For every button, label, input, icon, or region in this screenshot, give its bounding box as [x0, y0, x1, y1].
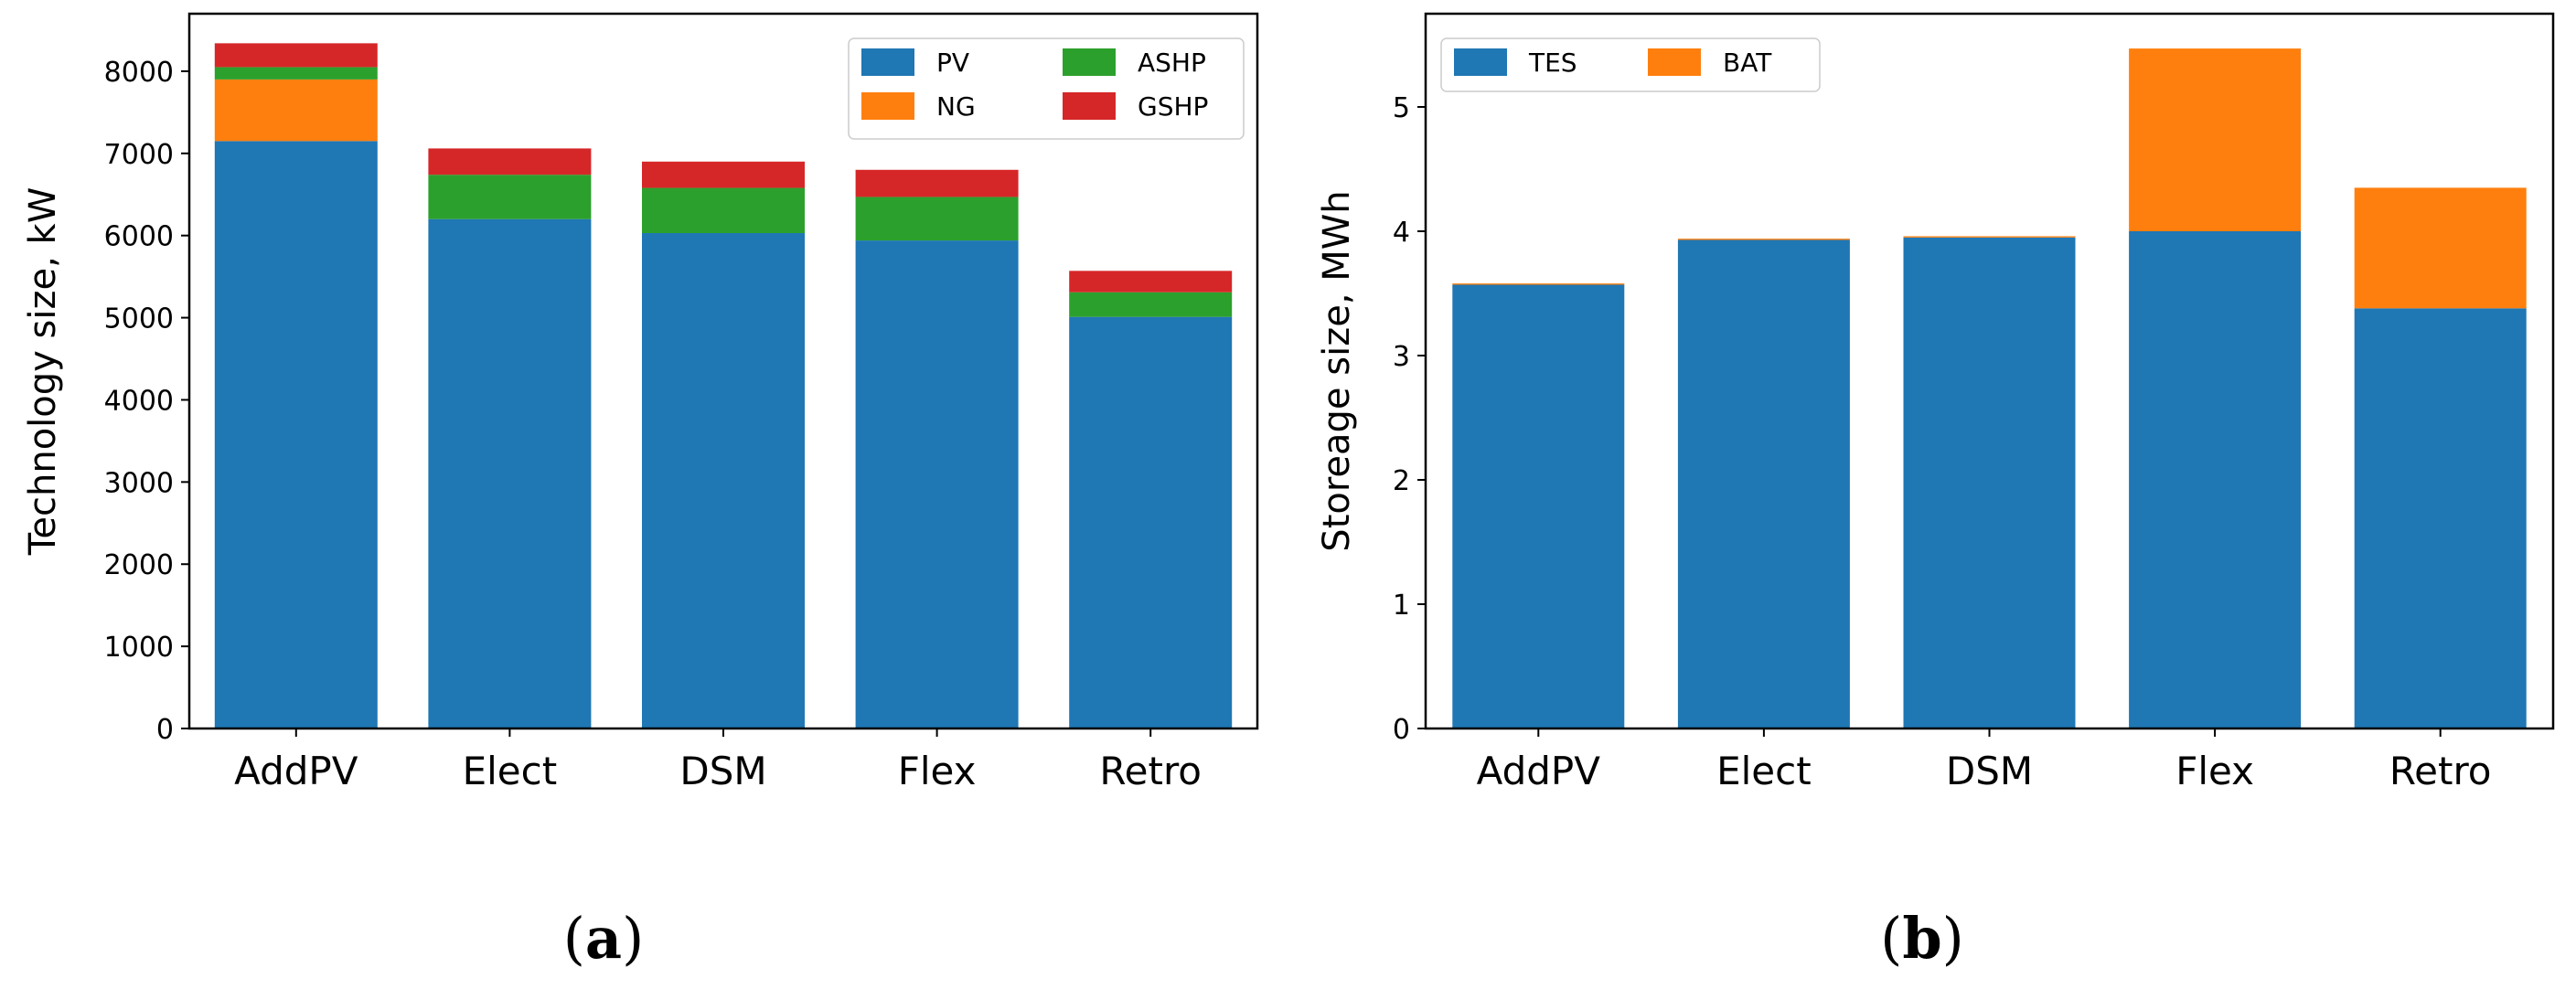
legend-label-ng: NG	[936, 91, 976, 122]
caption: (b)	[1880, 905, 1964, 972]
y-tick-label: 0	[156, 714, 174, 746]
bar-bat-addpv	[1452, 283, 1625, 285]
y-tick-label: 3	[1393, 341, 1410, 373]
x-tick-label: Elect	[1716, 749, 1812, 793]
bar-pv-retro	[1069, 316, 1233, 728]
y-tick-label: 1	[1393, 590, 1410, 622]
bar-ashp-dsm	[642, 187, 805, 233]
bar-pv-flex	[855, 240, 1019, 728]
caption-letter: b	[1902, 905, 1941, 972]
x-tick-label: Flex	[898, 749, 977, 793]
chart-a: 0 1000 2000 3000 4000 5000 6000 7000 8000 AddPV El…	[22, 12, 1259, 972]
bar-bat-dsm	[1903, 236, 2076, 238]
x-tick-label: DSM	[679, 749, 766, 793]
legend-label-pv: PV	[936, 48, 969, 78]
x-tick-label: DSM	[1946, 749, 2033, 793]
bar-bat-retro	[2354, 187, 2527, 309]
legend-swatch-gshp	[1063, 92, 1116, 120]
legend-swatch-ashp	[1063, 48, 1116, 76]
caption-letter: a	[585, 905, 622, 972]
y-tick-label: 1000	[104, 632, 174, 664]
legend-label-ashp: ASHP	[1138, 48, 1206, 78]
x-tick-label: Flex	[2175, 749, 2254, 793]
y-tick-label: 5000	[104, 303, 174, 335]
bar-gshp-addpv	[214, 43, 378, 68]
bar-gshp-dsm	[642, 161, 805, 188]
legend-box	[848, 37, 1245, 140]
y-tick-label: 3000	[104, 467, 174, 499]
bar-tes-addpv	[1452, 284, 1625, 728]
y-tick-label: 7000	[104, 139, 174, 171]
bar-ashp-retro	[1069, 292, 1233, 317]
y-tick-label: 2	[1393, 465, 1410, 497]
bar-tes-retro	[2354, 308, 2527, 728]
y-tick-label: 4	[1393, 217, 1410, 249]
bar-tes-flex	[2129, 231, 2302, 728]
y-tick-label: 6000	[104, 221, 174, 253]
y-tick-label: 4000	[104, 385, 174, 417]
x-tick-label: Elect	[463, 749, 558, 793]
x-tick-label: AddPV	[1477, 749, 1601, 793]
bar-ashp-flex	[855, 197, 1019, 241]
bar-ashp-elect	[428, 175, 592, 219]
bar-ng-addpv	[214, 79, 378, 142]
legend-label-gshp: GSHP	[1138, 91, 1208, 122]
legend-swatch-tes	[1454, 48, 1507, 76]
y-tick-label: 2000	[104, 549, 174, 581]
y-tick-label: 0	[1393, 714, 1410, 746]
legend-label-bat: BAT	[1723, 48, 1772, 78]
y-axis-label: Technology size, kW	[22, 187, 64, 556]
y-axis-label: Storeage size, MWh	[1316, 190, 1358, 551]
y-tick-label: 5	[1393, 92, 1410, 124]
chart-b: 0 1 2 3 4 5 AddPV Elect DSM Flex Retro Storeage siz…	[1316, 12, 2555, 972]
bar-ashp-addpv	[214, 67, 378, 80]
bar-bat-flex	[2129, 48, 2302, 231]
caption-close: )	[622, 905, 644, 972]
bar-gshp-elect	[428, 148, 592, 175]
legend-swatch-pv	[861, 48, 914, 76]
legend-label-tes: TES	[1528, 48, 1577, 78]
caption-close: )	[1942, 905, 1964, 972]
caption-open: (	[563, 905, 585, 972]
bar-tes-elect	[1677, 239, 1850, 728]
bar-pv-elect	[428, 218, 592, 728]
caption: (a)	[563, 905, 645, 972]
legend-swatch-ng	[861, 92, 914, 120]
bar-tes-dsm	[1903, 237, 2076, 728]
legend-swatch-bat	[1648, 48, 1701, 76]
bar-pv-dsm	[642, 232, 805, 728]
x-tick-label: AddPV	[234, 749, 358, 793]
caption-open: (	[1880, 905, 1902, 972]
bar-gshp-flex	[855, 169, 1019, 197]
x-tick-label: Retro	[2389, 749, 2492, 793]
y-tick-label: 8000	[104, 57, 174, 89]
x-tick-label: Retro	[1099, 749, 1202, 793]
bar-pv-addpv	[214, 141, 378, 728]
bar-gshp-retro	[1069, 271, 1233, 292]
legend-box	[1440, 37, 1821, 92]
